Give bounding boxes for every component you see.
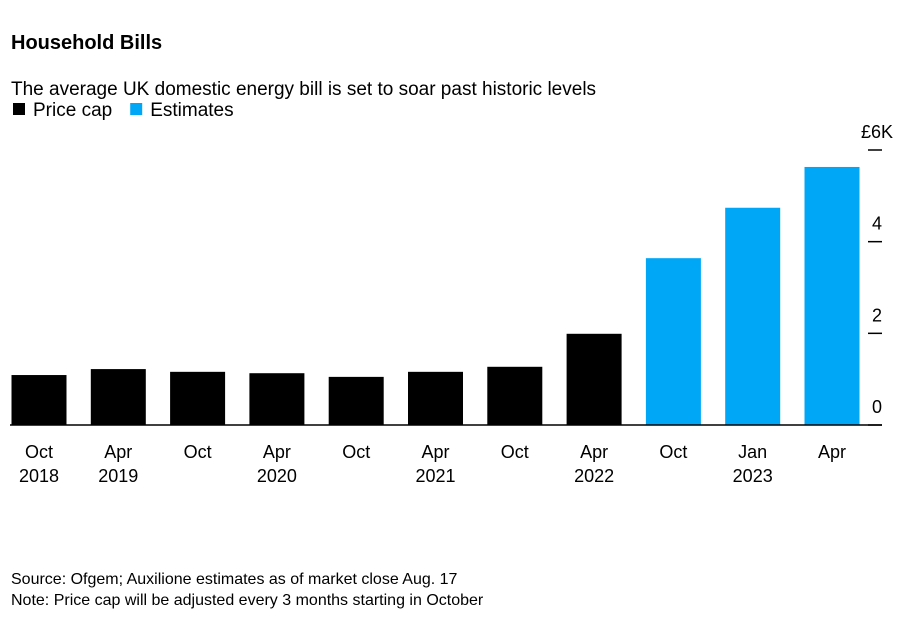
x-tick-label: Oct	[659, 442, 687, 462]
legend-swatch	[13, 103, 25, 115]
x-tick-year: 2020	[257, 466, 297, 486]
x-tick-year: 2022	[574, 466, 614, 486]
bar	[170, 371, 226, 425]
note: Note: Price cap will be adjusted every 3…	[11, 592, 484, 609]
x-tick-year: 2018	[19, 466, 59, 486]
legend: Price cap Estimates	[13, 100, 234, 121]
x-tick-label: Oct	[501, 442, 529, 462]
bar	[566, 333, 622, 425]
y-tick-label: £6K	[861, 122, 893, 142]
source: Source: Ofgem; Auxilione estimates as of…	[11, 571, 458, 588]
x-tick-label: Oct	[342, 442, 370, 462]
x-tick-label: Apr	[580, 442, 608, 462]
bar	[725, 207, 781, 425]
y-tick-label: 2	[872, 305, 882, 325]
x-tick-label: Jan	[738, 442, 767, 462]
x-tick-label: Oct	[184, 442, 212, 462]
x-tick-label: Apr	[263, 442, 291, 462]
x-tick-label: Oct	[25, 442, 53, 462]
x-tick-label: Apr	[421, 442, 449, 462]
y-tick-label: 0	[872, 397, 882, 417]
x-tick-year: 2019	[98, 466, 138, 486]
x-tick-label: Apr	[104, 442, 132, 462]
bar	[645, 258, 701, 425]
bar	[11, 375, 67, 425]
bar	[249, 373, 305, 425]
y-tick-label: 4	[872, 214, 882, 234]
bar	[804, 166, 860, 426]
legend-label: Price cap	[33, 100, 112, 121]
x-tick-year: 2023	[733, 466, 773, 486]
bar	[487, 366, 543, 425]
bar	[328, 376, 384, 425]
x-tick-year: 2021	[415, 466, 455, 486]
bar	[408, 371, 463, 425]
legend-swatch	[130, 103, 143, 115]
x-tick-label: Apr	[818, 442, 846, 462]
chart-subtitle: The average UK domestic energy bill is s…	[11, 79, 596, 100]
legend-label: Estimates	[150, 100, 233, 121]
chart-title: Household Bills	[11, 32, 162, 54]
bar	[90, 369, 146, 425]
